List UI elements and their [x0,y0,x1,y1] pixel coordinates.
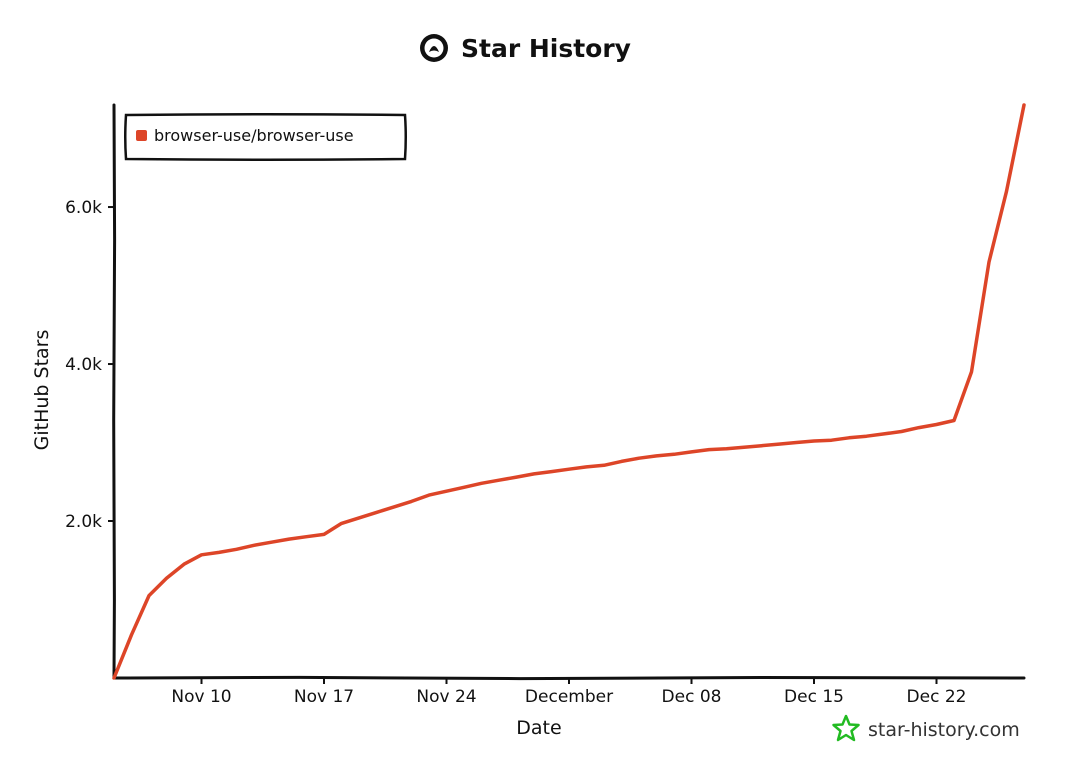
x-tick-label: Nov 24 [416,687,476,707]
y-ticks: 2.0k 4.0k 6.0k [65,198,114,532]
chart-title-group: Star History [420,34,631,63]
series-layer [112,103,1026,680]
y-tick-label: 4.0k [65,355,102,375]
legend: browser-use/browser-use [124,113,407,161]
x-tick-label: December [525,687,613,707]
star-history-logo-icon [832,714,860,742]
y-axis-label: GitHub Stars [31,330,53,451]
axes [112,103,1026,681]
y-axis-line [112,103,117,680]
legend-swatch-browser-use [136,130,147,141]
watermark-text: star-history.com [868,719,1020,741]
x-tick-label: Dec 22 [907,687,967,707]
watermark: star-history.com [832,714,1020,742]
legend-box [124,113,407,161]
x-tick-label: Dec 08 [662,687,722,707]
x-axis-line [112,675,1026,681]
chart-title: Star History [461,34,631,63]
x-tick-label: Nov 17 [294,687,354,707]
legend-label-browser-use: browser-use/browser-use [154,126,354,145]
y-tick-label: 6.0k [65,198,102,218]
x-axis-label: Date [516,717,561,739]
series-line-browser-use [112,103,1026,680]
x-tick-label: Nov 10 [171,687,231,707]
x-tick-label: Dec 15 [784,687,844,707]
y-tick-label: 2.0k [65,512,102,532]
x-ticks: Nov 10 Nov 17 Nov 24 December Dec 08 Dec 15 De… [171,678,966,707]
star-history-title-icon [420,34,448,62]
